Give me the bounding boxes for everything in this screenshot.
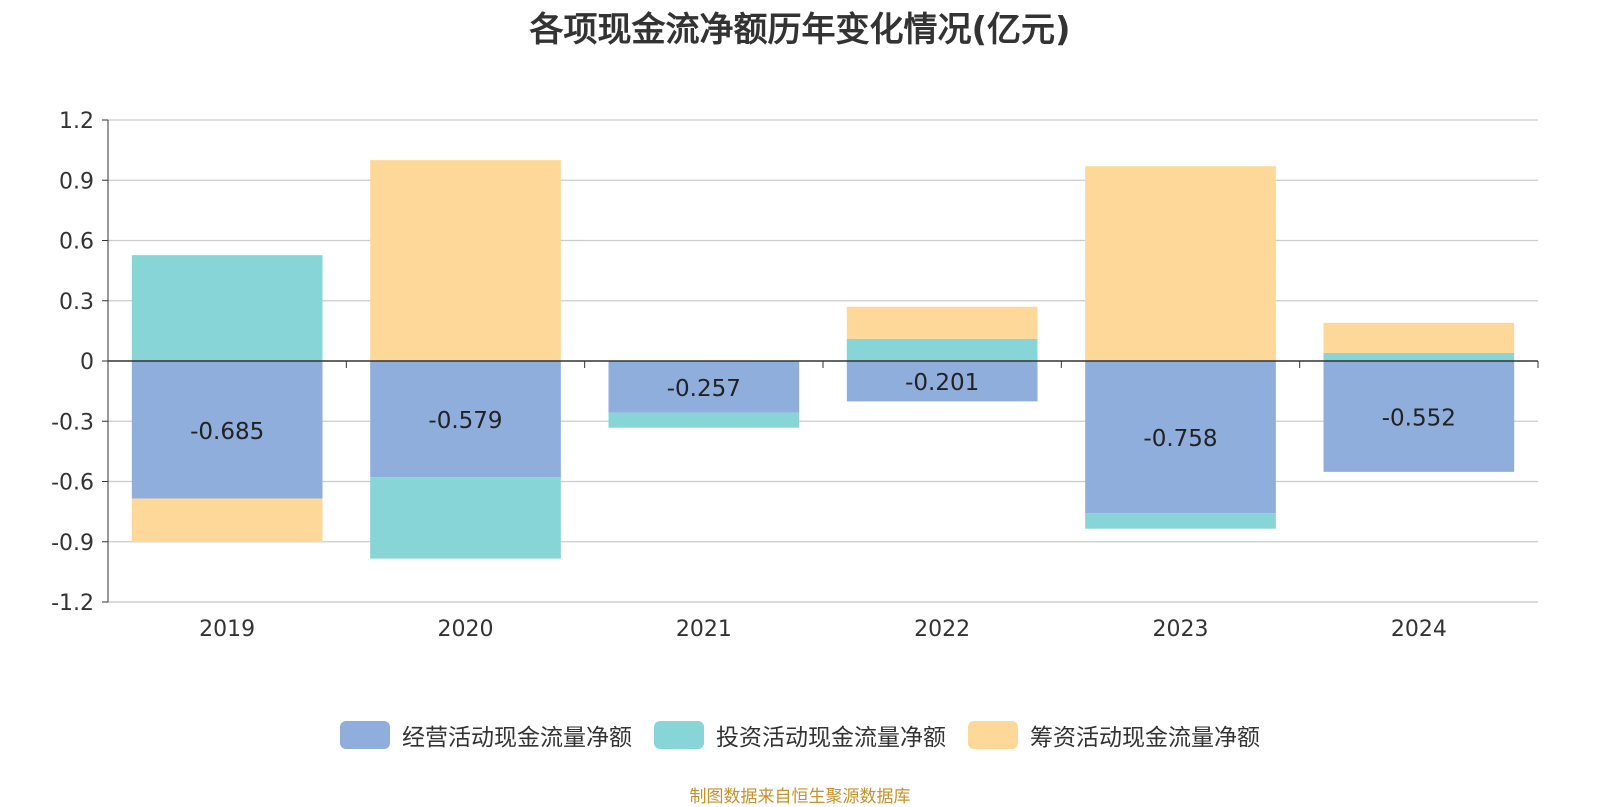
- bar-investing-2022[interactable]: [846, 338, 1038, 361]
- bar-investing-2023[interactable]: [1085, 513, 1276, 529]
- y-tick-label: -0.6: [51, 471, 94, 496]
- data-labels: -0.685 -0.579 -0.257 -0.201 -0.758 -0.552: [190, 370, 1456, 452]
- y-tick-label: 0.3: [59, 290, 94, 315]
- x-tick-label: 2024: [1391, 617, 1447, 642]
- data-label-2020: -0.579: [428, 408, 502, 434]
- bar-financing-2020[interactable]: [370, 160, 561, 361]
- y-tick-label: 0.6: [59, 230, 94, 255]
- x-tick-label: 2019: [199, 617, 255, 642]
- legend-item-investing[interactable]: 投资活动现金流量净额: [654, 718, 946, 752]
- bar-operating-2024[interactable]: [1323, 361, 1515, 472]
- bar-investing-2021[interactable]: [608, 412, 800, 428]
- legend-swatch-financing: [968, 721, 1018, 749]
- bar-investing-2020[interactable]: [370, 477, 561, 559]
- legend: 经营活动现金流量净额 投资活动现金流量净额 筹资活动现金流量净额: [0, 718, 1600, 752]
- bar-stacks: [131, 160, 1515, 559]
- x-tick-label: 2021: [676, 617, 732, 642]
- bar-operating-2020[interactable]: [370, 361, 561, 478]
- legend-label-operating: 经营活动现金流量净额: [402, 725, 632, 751]
- bar-investing-2019[interactable]: [131, 255, 323, 361]
- x-tick-label: 2023: [1153, 617, 1209, 642]
- legend-label-investing: 投资活动现金流量净额: [716, 725, 946, 751]
- legend-swatch-investing: [654, 721, 704, 749]
- x-tick-label: 2022: [914, 617, 970, 642]
- legend-item-financing[interactable]: 筹资活动现金流量净额: [968, 718, 1260, 752]
- bar-operating-2021[interactable]: [608, 361, 800, 413]
- x-tick-label: 2020: [438, 617, 494, 642]
- axes: 1.2 0.9 0.6 0.3 0 -0.3 -0.6 -0.9 -1.2 2019 2020 202…: [51, 109, 1539, 642]
- y-tick-label: 1.2: [59, 109, 94, 134]
- y-tick-label: 0: [80, 350, 94, 375]
- legend-swatch-operating: [340, 721, 390, 749]
- data-label-2019: -0.685: [190, 419, 264, 445]
- legend-item-operating[interactable]: 经营活动现金流量净额: [340, 718, 632, 752]
- bar-investing-2024[interactable]: [1323, 352, 1515, 361]
- bar-financing-2023[interactable]: [1085, 166, 1276, 361]
- bar-financing-2024[interactable]: [1323, 322, 1515, 353]
- bar-operating-2023[interactable]: [1085, 361, 1276, 514]
- bar-operating-2022[interactable]: [846, 361, 1038, 402]
- bar-operating-2019[interactable]: [131, 361, 323, 499]
- y-tick-label: -0.9: [51, 531, 94, 556]
- bar-financing-2019[interactable]: [131, 498, 323, 542]
- legend-label-financing: 筹资活动现金流量净额: [1030, 725, 1260, 751]
- data-label-2021: -0.257: [667, 376, 741, 402]
- data-label-2022: -0.201: [905, 370, 979, 396]
- y-tick-label: 0.9: [59, 169, 94, 194]
- bar-financing-2022[interactable]: [846, 306, 1038, 339]
- y-tick-label: -1.2: [51, 591, 94, 616]
- source-note: 制图数据来自恒生聚源数据库: [689, 787, 911, 807]
- data-label-2023: -0.758: [1143, 426, 1217, 452]
- chart-title: 各项现金流净额历年变化情况(亿元): [529, 10, 1071, 50]
- data-label-2024: -0.552: [1382, 405, 1456, 431]
- y-tick-label: -0.3: [51, 410, 94, 435]
- grid-lines: [108, 119, 1538, 603]
